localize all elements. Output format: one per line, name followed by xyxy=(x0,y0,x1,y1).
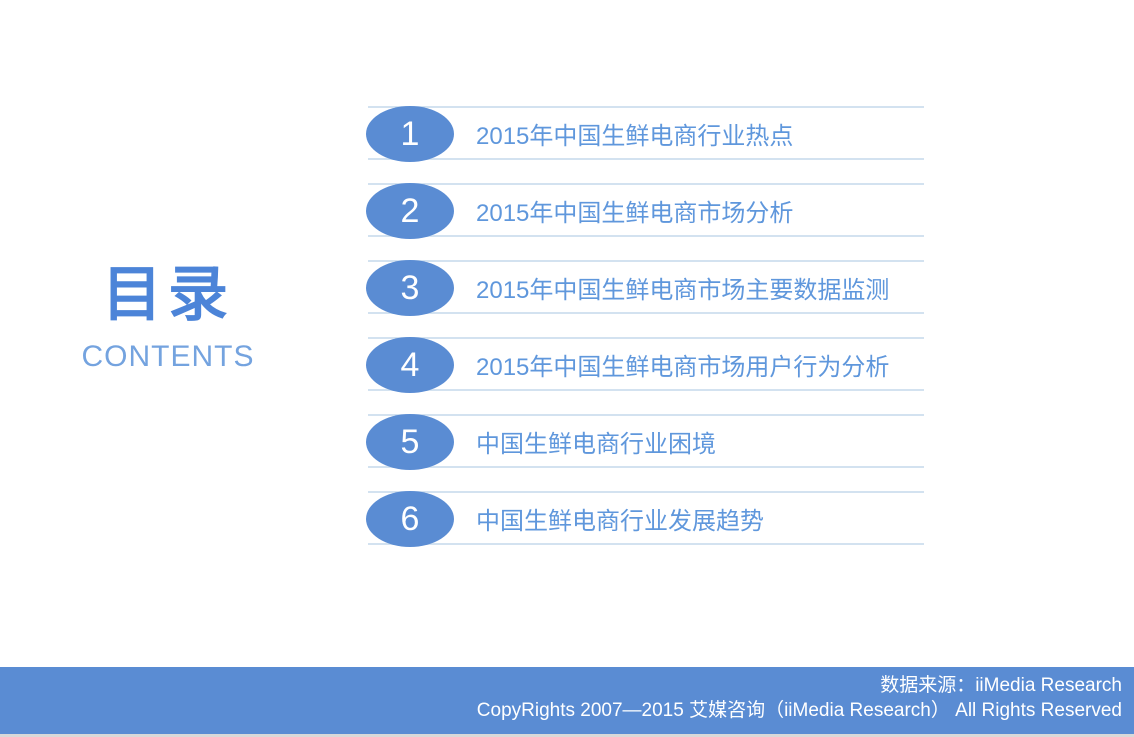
item-label: 2015年中国生鲜电商市场分析 xyxy=(476,199,794,227)
toc-item-1[interactable]: 1 2015年中国生鲜电商行业热点 xyxy=(366,106,924,162)
item-number: 6 xyxy=(400,500,420,538)
toc-list: 1 2015年中国生鲜电商行业热点 2 2015年中国生鲜电商市场分析 3 20… xyxy=(366,106,924,568)
item-number: 3 xyxy=(400,269,420,307)
item-number: 5 xyxy=(400,423,420,461)
toc-item-3[interactable]: 3 2015年中国生鲜电商市场主要数据监测 xyxy=(366,260,924,316)
item-number-badge: 5 xyxy=(366,414,454,470)
item-label: 中国生鲜电商行业困境 xyxy=(476,430,716,458)
item-number: 1 xyxy=(400,115,420,153)
item-number-badge: 1 xyxy=(366,106,454,162)
item-number: 4 xyxy=(400,346,420,384)
toc-item-6[interactable]: 6 中国生鲜电商行业发展趋势 xyxy=(366,491,924,547)
title-block: 目录 CONTENTS xyxy=(40,262,296,374)
item-number-badge: 4 xyxy=(366,337,454,393)
item-number-badge: 2 xyxy=(366,183,454,239)
data-source-text: 数据来源：iiMedia Research xyxy=(880,675,1122,696)
item-label: 中国生鲜电商行业发展趋势 xyxy=(476,507,764,535)
copyright-text: CopyRights 2007—2015 艾媒咨询（iiMedia Resear… xyxy=(476,700,1122,721)
item-label: 2015年中国生鲜电商市场主要数据监测 xyxy=(476,276,890,304)
item-number-badge: 6 xyxy=(366,491,454,547)
page-subtitle: CONTENTS xyxy=(81,340,255,373)
item-label: 2015年中国生鲜电商市场用户行为分析 xyxy=(476,353,890,381)
page-title: 目录 xyxy=(102,261,234,328)
toc-item-5[interactable]: 5 中国生鲜电商行业困境 xyxy=(366,414,924,470)
toc-item-4[interactable]: 4 2015年中国生鲜电商市场用户行为分析 xyxy=(366,337,924,393)
bottom-edge-strip xyxy=(0,734,1134,737)
footer: 数据来源：iiMedia Research CopyRights 2007—20… xyxy=(0,667,1134,734)
item-label: 2015年中国生鲜电商行业热点 xyxy=(476,122,794,150)
item-number: 2 xyxy=(400,192,420,230)
toc-item-2[interactable]: 2 2015年中国生鲜电商市场分析 xyxy=(366,183,924,239)
item-number-badge: 3 xyxy=(366,260,454,316)
